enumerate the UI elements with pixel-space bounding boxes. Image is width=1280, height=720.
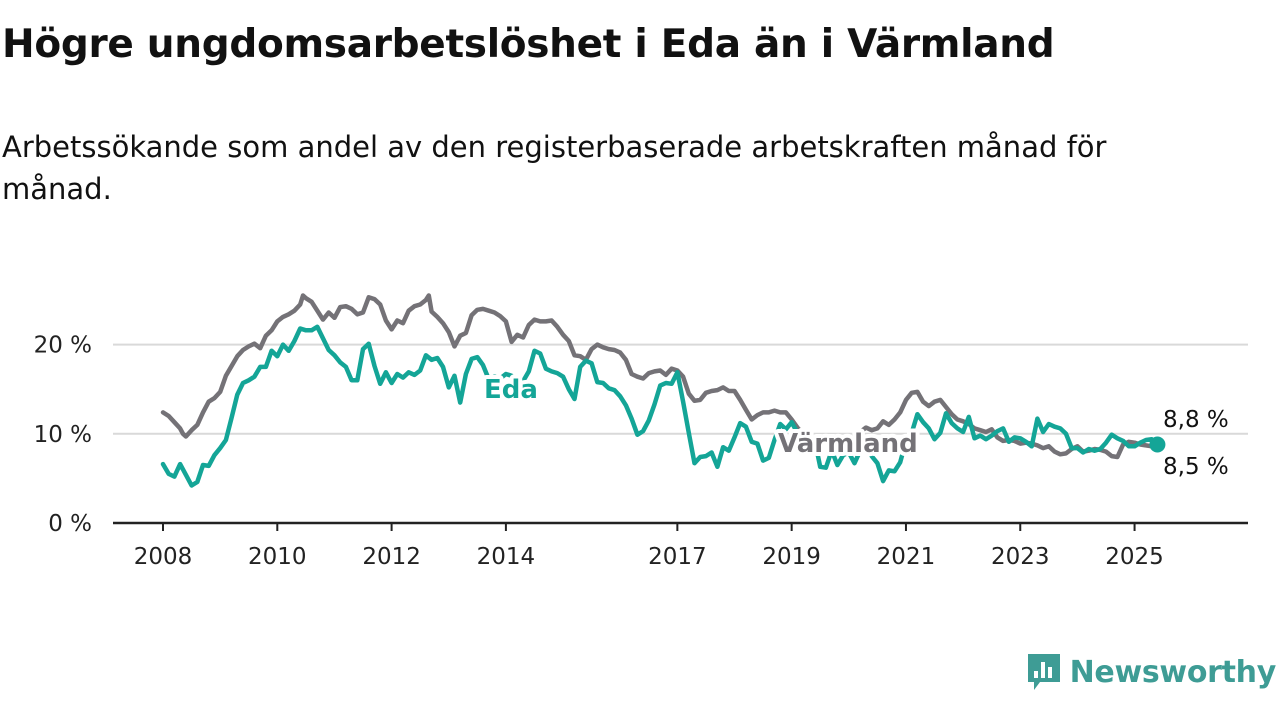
eda-end-value-label: 8,8 % [1163, 407, 1229, 433]
y-tick-label: 20 % [34, 333, 92, 359]
y-tick-label: 0 % [48, 511, 92, 537]
series-label-eda-halo: Eda [484, 375, 538, 405]
x-tick-label: 2025 [1105, 544, 1164, 570]
y-tick-label: 10 % [34, 422, 92, 448]
eda-end-point [1149, 436, 1166, 453]
series-label-varmland: Värmland [778, 429, 918, 459]
chart-title: Högre ungdomsarbetslöshet i Eda än i Vär… [2, 22, 1055, 67]
series-lines [160, 293, 1166, 488]
brand-name: Newsworthy [1069, 654, 1277, 690]
brand-logo: Newsworthy [1026, 652, 1276, 692]
gridlines [113, 343, 1248, 435]
series-line-varmland [160, 293, 1160, 460]
x-tick-label: 2019 [762, 544, 821, 570]
varmland-end-value-label: 8,5 % [1163, 454, 1229, 480]
x-tick-label: 2017 [648, 544, 707, 570]
series-label-eda: Eda [484, 375, 538, 405]
x-tick-label: 2023 [991, 544, 1050, 570]
x-tick-label: 2010 [248, 544, 307, 570]
newsworthy-logo-icon [1027, 654, 1060, 690]
x-tick-label: 2012 [362, 544, 421, 570]
chart-subtitle: Arbetssökande som andel av den registerb… [2, 130, 1107, 206]
x-tick-label: 2014 [477, 544, 536, 570]
axes [113, 521, 1248, 531]
chart-labels: 0 % 10 % 20 % 2008 2010 2012 2014 2017 2019 2021 2… [34, 333, 1229, 570]
series-label-varmland-halo: Värmland [778, 429, 918, 459]
series-line-eda [160, 324, 1160, 488]
x-tick-label: 2008 [134, 544, 193, 570]
x-tick-label: 2021 [877, 544, 936, 570]
